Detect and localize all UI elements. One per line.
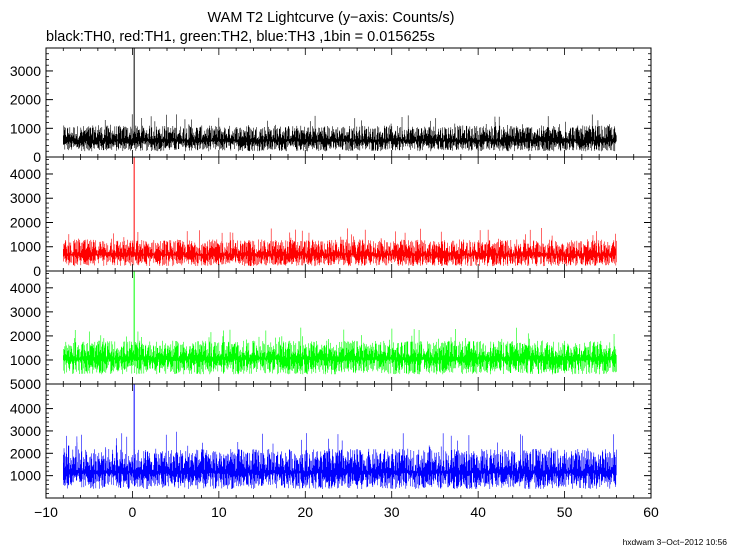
x-tick-label: 10: [211, 504, 227, 520]
series-th2-trace: [62, 327, 617, 375]
series-th1-trace: [62, 228, 617, 267]
series-th3-trace: [62, 431, 617, 489]
y-tick-label: 1000: [10, 120, 41, 136]
x-tick-label: 40: [470, 504, 486, 520]
x-tick-label: 60: [643, 504, 659, 520]
series-th0-trace: [62, 114, 617, 152]
chart-subtitle: black:TH0, red:TH1, green:TH2, blue:TH3 …: [46, 29, 435, 45]
chart-title: WAM T2 Lightcurve (y−axis: Counts/s): [208, 10, 455, 26]
x-tick-label: 50: [557, 504, 573, 520]
x-axis: −10 0 10 20 30 40 50 60: [34, 504, 659, 520]
x-tick-label: −10: [34, 504, 58, 520]
x-tick-label: 30: [384, 504, 400, 520]
y-tick-label: 1000: [10, 468, 41, 484]
x-tick-label: 20: [297, 504, 313, 520]
y-tick-label: 1000: [10, 352, 41, 368]
y-tick-label: 4000: [10, 166, 41, 182]
panel-frame: [45, 383, 652, 499]
y-tick-label: 3000: [10, 304, 41, 320]
panel-th0: 0 1000 2000 3000: [10, 47, 652, 165]
x-tick-label: 0: [129, 504, 137, 520]
y-tick-label: 2000: [10, 445, 41, 461]
panel-th2: 5000 1000 2000 3000 4000: [10, 270, 652, 392]
y-tick-label: 4000: [10, 280, 41, 296]
y-tick-label: 0: [33, 149, 41, 165]
y-tick-label: 0: [33, 263, 41, 279]
y-tick-label: 4000: [10, 401, 41, 417]
y-tick-label: 2000: [10, 92, 41, 108]
panel-th1: 0 1000 2000 3000 4000: [10, 156, 652, 279]
y-tick-label: 3000: [10, 423, 41, 439]
y-tick-label: 5000: [10, 376, 41, 392]
y-tick-label: 3000: [10, 63, 41, 79]
y-tick-label: 2000: [10, 328, 41, 344]
panel-th3: 1000 2000 3000 4000: [10, 383, 652, 499]
y-tick-label: 3000: [10, 190, 41, 206]
y-tick-label: 2000: [10, 214, 41, 230]
footer-text: hxdwam 3−Oct−2012 10:56: [623, 537, 728, 547]
y-tick-label: 1000: [10, 239, 41, 255]
panels-group: 0 1000 2000 3000 0 1000 2000 3000 4000 5000 1000 20…: [10, 47, 652, 499]
